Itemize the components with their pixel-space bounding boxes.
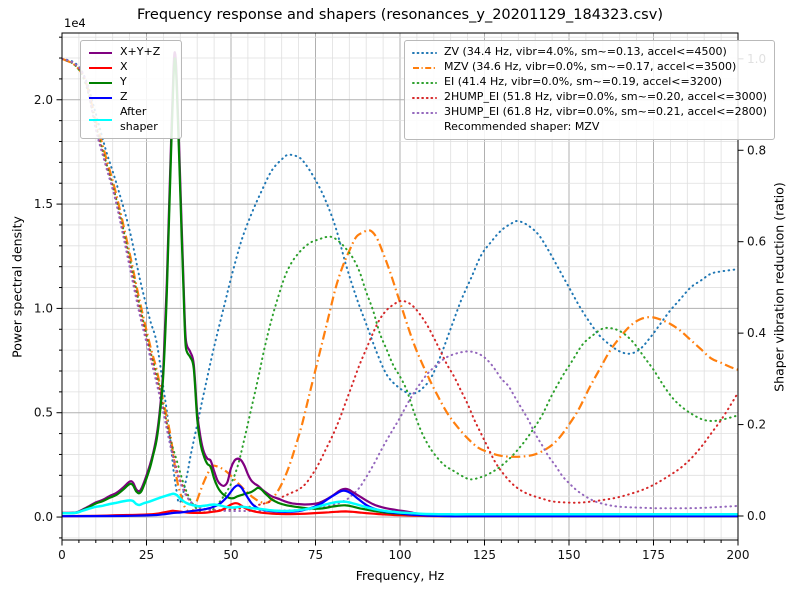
- legend-item-label: ZV (34.4 Hz, vibr=4.0%, sm~=0.13, accel<…: [444, 45, 727, 59]
- legend-swatch-placeholder: [412, 122, 437, 134]
- legend-left: X+Y+Z X Y Z After shaper: [80, 40, 182, 140]
- y-left-tick-label: 1.5: [34, 197, 53, 211]
- y-right-tick-label: 0.4: [747, 326, 766, 340]
- 3hump-ei-61-8-hz-vibr-0-0-sm-0-21-accel-2800--legend-swatch: [412, 111, 437, 114]
- legend-item: Recommended shaper: MZV: [412, 120, 767, 135]
- legend-item-label: Z: [120, 90, 128, 104]
- x-tick-label: 0: [58, 548, 66, 562]
- y-legend-swatch: [89, 81, 112, 84]
- legend-item: 2HUMP_EI (51.8 Hz, vibr=0.0%, sm~=0.20, …: [412, 90, 767, 105]
- curve-y: [62, 57, 738, 518]
- curve-mzv: [62, 57, 738, 514]
- x-y-z-legend-swatch: [89, 51, 112, 54]
- plot-curves: [62, 51, 738, 518]
- legend-item-label: X: [120, 60, 128, 74]
- legend-item: X: [88, 60, 174, 75]
- y-left-tick-label: 0.5: [34, 406, 53, 420]
- legend-item-label: Y: [120, 75, 127, 89]
- ei-41-4-hz-vibr-0-0-sm-0-19-accel-3200--legend-swatch: [412, 81, 437, 84]
- x-tick-label: 100: [389, 548, 412, 562]
- curve-zv: [62, 57, 738, 504]
- curve-x: [62, 502, 738, 518]
- legend-item-label: MZV (34.6 Hz, vibr=0.0%, sm~=0.17, accel…: [444, 60, 737, 74]
- x-tick-label: 175: [642, 548, 665, 562]
- legend-item: X+Y+Z: [88, 45, 174, 60]
- x-tick-label: 75: [308, 548, 323, 562]
- x-tick-label: 125: [473, 548, 496, 562]
- legend-right: ZV (34.4 Hz, vibr=4.0%, sm~=0.13, accel<…: [404, 40, 775, 140]
- after-shaper-legend-swatch: [89, 118, 112, 121]
- y-right-tick-label: 0.8: [747, 143, 766, 157]
- chart-title: Frequency response and shapers (resonanc…: [137, 7, 663, 23]
- legend-item: Y: [88, 75, 174, 90]
- zv-34-4-hz-vibr-4-0-sm-0-13-accel-4500--legend-swatch: [412, 51, 437, 54]
- 2hump-ei-51-8-hz-vibr-0-0-sm-0-20-accel-3000--legend-swatch: [412, 96, 437, 99]
- legend-item: Z: [88, 90, 174, 105]
- legend-item: EI (41.4 Hz, vibr=0.0%, sm~=0.19, accel<…: [412, 75, 767, 90]
- y-left-tick-label: 0.0: [34, 510, 53, 524]
- mzv-34-6-hz-vibr-0-0-sm-0-17-accel-3500--legend-swatch: [413, 66, 436, 69]
- legend-item: 3HUMP_EI (61.8 Hz, vibr=0.0%, sm~=0.21, …: [412, 105, 767, 120]
- y-left-tick-label: 2.0: [34, 93, 53, 107]
- x-axis-label: Frequency, Hz: [355, 568, 445, 583]
- curve-3hump-ei: [62, 57, 738, 512]
- y-left-tick-label: 1.0: [34, 301, 53, 315]
- legend-item-label: X+Y+Z: [120, 45, 161, 59]
- x-legend-swatch: [89, 66, 112, 69]
- legend-item-label: Recommended shaper: MZV: [444, 120, 600, 134]
- legend-item: MZV (34.6 Hz, vibr=0.0%, sm~=0.17, accel…: [412, 60, 767, 75]
- y-axis-offset-label: 1e4: [64, 16, 86, 30]
- y-right-axis-label: Shaper vibration reduction (ratio): [771, 182, 787, 392]
- legend-item: After shaper: [88, 105, 174, 134]
- x-tick-label: 150: [558, 548, 581, 562]
- x-tick-label: 200: [727, 548, 750, 562]
- legend-item-label: 2HUMP_EI (51.8 Hz, vibr=0.0%, sm~=0.20, …: [444, 90, 767, 104]
- y-left-axis-label: Power spectral density: [9, 216, 25, 358]
- z-legend-swatch: [89, 96, 112, 99]
- y-right-tick-label: 0.0: [747, 509, 766, 523]
- x-tick-label: 50: [223, 548, 238, 562]
- legend-item: ZV (34.4 Hz, vibr=4.0%, sm~=0.13, accel<…: [412, 45, 767, 60]
- y-right-tick-label: 0.6: [747, 235, 766, 249]
- x-tick-label: 25: [139, 548, 154, 562]
- curve-after-shaper: [62, 492, 738, 516]
- legend-item-label: EI (41.4 Hz, vibr=0.0%, sm~=0.19, accel<…: [444, 75, 722, 89]
- y-right-tick-label: 0.2: [747, 418, 766, 432]
- legend-item-label: 3HUMP_EI (61.8 Hz, vibr=0.0%, sm~=0.21, …: [444, 105, 767, 119]
- legend-item-label: After shaper: [120, 105, 158, 133]
